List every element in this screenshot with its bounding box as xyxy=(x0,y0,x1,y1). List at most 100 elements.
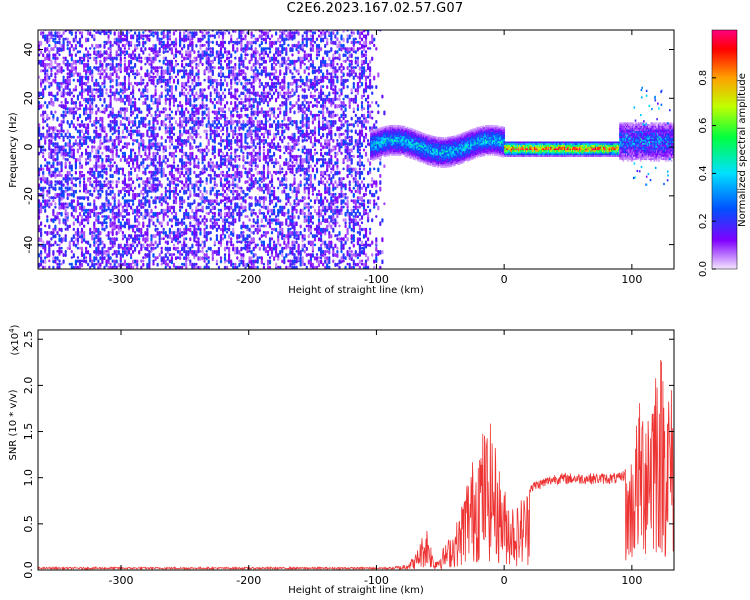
heatmap-cell xyxy=(234,56,237,60)
heatmap-cell xyxy=(62,78,65,84)
heatmap-cell xyxy=(179,91,182,96)
heatmap-cell xyxy=(234,262,237,266)
heatmap-cell xyxy=(189,227,192,233)
heatmap-cell xyxy=(160,85,163,88)
heatmap-cell xyxy=(91,43,94,48)
heatmap-cell xyxy=(193,104,196,110)
heatmap-cell xyxy=(176,167,180,172)
heatmap-cell xyxy=(176,221,180,227)
heatmap-cell xyxy=(244,37,247,41)
heatmap-cell xyxy=(205,167,208,172)
heatmap-cell xyxy=(123,199,126,204)
heatmap-cell xyxy=(244,243,247,249)
heatmap-cell xyxy=(242,47,245,51)
heatmap-cell xyxy=(273,40,276,46)
heatmap-cell xyxy=(156,31,159,36)
heatmap-cell xyxy=(285,47,288,52)
heatmap-cell xyxy=(164,126,167,130)
heatmap-cell xyxy=(60,126,63,131)
heatmap-cell xyxy=(238,177,241,182)
heatmap-cell xyxy=(103,40,106,44)
heatmap-cell xyxy=(236,234,239,240)
heatmap-cell xyxy=(181,234,184,237)
heatmap-cell xyxy=(144,151,147,157)
heatmap-cell xyxy=(64,215,67,220)
heatmap-cell xyxy=(156,72,159,76)
heatmap-cell xyxy=(70,151,73,156)
heatmap-cell xyxy=(95,151,98,156)
heatmap-cell xyxy=(228,246,231,251)
heatmap-cell xyxy=(201,161,204,165)
heatmap-cell xyxy=(258,81,261,85)
heatmap-cell xyxy=(277,120,280,125)
heatmap-cell xyxy=(146,123,149,127)
heatmap-cell xyxy=(260,40,263,46)
heatmap-cell xyxy=(162,196,165,200)
heatmap-cell xyxy=(238,262,241,268)
heatmap-cell xyxy=(148,62,151,66)
heatmap-cell xyxy=(199,208,202,212)
heatmap-cell xyxy=(64,104,67,109)
heatmap-cell xyxy=(105,104,108,108)
heatmap-cell xyxy=(189,85,192,89)
heatmap-cell xyxy=(80,262,84,268)
heatmap-cell xyxy=(226,81,229,87)
heatmap-cell xyxy=(68,161,71,165)
heatmap-cell xyxy=(205,196,208,201)
heatmap-cell xyxy=(252,231,255,235)
heatmap-cell xyxy=(117,43,120,49)
heatmap-cell xyxy=(97,158,100,163)
heatmap-cell xyxy=(187,53,190,58)
heatmap-cell xyxy=(228,199,231,203)
heatmap-cell xyxy=(119,243,122,249)
heatmap-cell xyxy=(295,59,298,63)
heatmap-cell xyxy=(107,113,110,119)
heatmap-cell xyxy=(125,205,129,209)
heatmap-cell xyxy=(72,142,75,147)
heatmap-cell xyxy=(138,164,141,169)
heatmap-cell xyxy=(38,101,41,105)
heatmap-cell xyxy=(42,196,45,199)
heatmap-cell xyxy=(201,205,204,211)
heatmap-cell xyxy=(85,104,88,109)
heatmap-cell xyxy=(125,40,129,46)
heatmap-cell xyxy=(148,211,151,216)
heatmap-cell xyxy=(68,53,71,57)
heatmap-cell xyxy=(250,196,253,200)
heatmap-cell xyxy=(121,208,124,213)
heatmap-cell xyxy=(181,167,184,171)
heatmap-cell xyxy=(291,183,294,187)
heatmap-cell xyxy=(221,183,225,189)
heatmap-cell xyxy=(217,110,220,115)
heatmap-cell xyxy=(52,37,55,43)
heatmap-cell xyxy=(258,177,261,182)
heatmap-cell xyxy=(172,104,176,107)
heatmap-cell xyxy=(189,177,192,181)
heatmap-cell xyxy=(97,66,100,70)
heatmap-cell xyxy=(95,104,98,108)
heatmap-cell xyxy=(170,189,173,193)
heatmap-cell xyxy=(127,101,131,107)
heatmap-cell xyxy=(236,72,239,77)
heatmap-cell xyxy=(234,132,237,136)
heatmap-cell xyxy=(146,129,149,134)
heatmap-cell xyxy=(279,243,282,247)
heatmap-cell xyxy=(187,196,190,201)
heatmap-cell xyxy=(46,72,49,77)
heatmap-cell xyxy=(246,234,249,239)
heatmap-cell xyxy=(105,72,108,77)
heatmap-cell xyxy=(107,154,110,159)
heatmap-cell xyxy=(38,199,41,205)
heatmap-cell xyxy=(74,265,77,269)
heatmap-cell xyxy=(268,56,272,61)
heatmap-cell xyxy=(132,224,135,229)
heatmap-cell xyxy=(87,37,90,42)
heatmap-cell xyxy=(64,227,67,231)
heatmap-cell xyxy=(70,256,73,259)
heatmap-cell xyxy=(107,180,110,185)
heatmap-cell xyxy=(42,91,45,96)
heatmap-cell xyxy=(140,265,143,269)
heatmap-cell xyxy=(256,154,259,160)
heatmap-cell xyxy=(199,177,202,181)
heatmap-cell xyxy=(209,59,212,63)
